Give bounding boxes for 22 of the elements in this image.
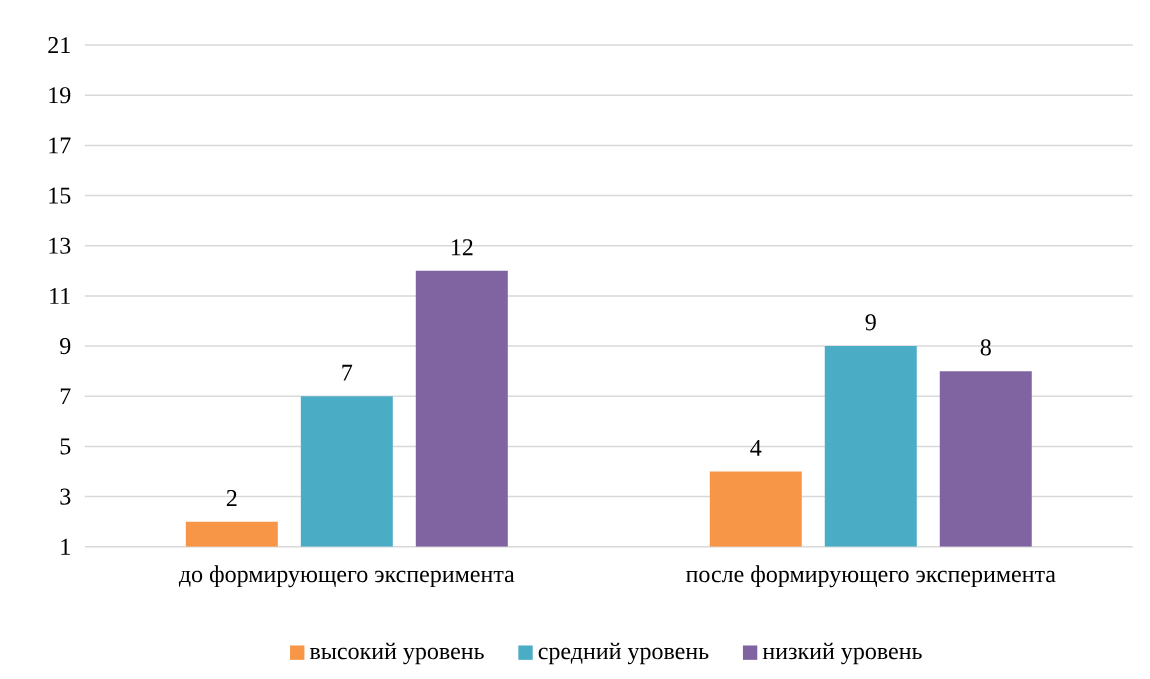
y-tick-label: 9	[60, 338, 71, 355]
y-tick-label: 1	[61, 538, 70, 555]
x-tick-label: после формирующего эксперимента	[686, 565, 1056, 588]
y-tick-label: 7	[60, 388, 71, 405]
legend-label: низкий уровень	[762, 642, 922, 665]
y-tick-label: 17	[49, 137, 71, 154]
data-label: 8	[980, 339, 991, 356]
legend-label: средний уровень	[538, 642, 709, 665]
data-label: 4	[750, 440, 762, 456]
x-tick-label: до формирующего эксперимента	[178, 565, 515, 588]
y-tick-label: 15	[49, 187, 71, 204]
data-label: 9	[865, 314, 876, 331]
y-tick-label: 13	[49, 237, 71, 254]
y-tick-label: 21	[48, 37, 70, 54]
data-label: 12	[451, 239, 473, 256]
y-tick-label: 11	[50, 287, 70, 304]
data-label: 7	[342, 364, 353, 381]
y-tick-label: 5	[60, 438, 71, 455]
y-tick-label: 3	[60, 488, 71, 505]
legend-label: высокий уровень	[309, 642, 484, 665]
data-label: 2	[226, 490, 237, 507]
y-tick-label: 19	[49, 87, 71, 104]
